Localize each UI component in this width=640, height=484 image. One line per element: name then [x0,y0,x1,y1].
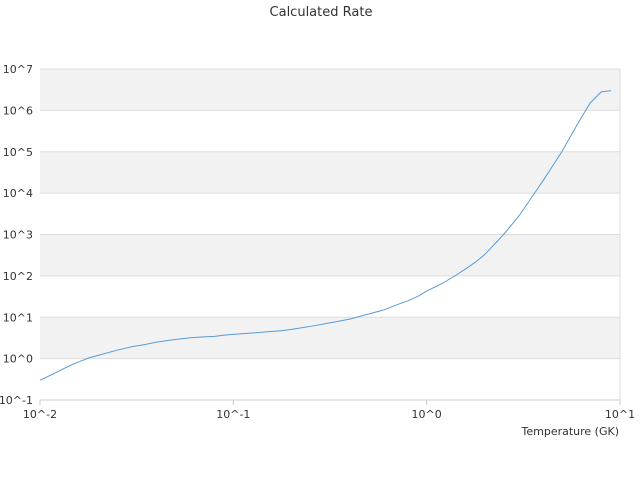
x-tick-labels: 10^-2 10^-1 10^0 10^1 [23,408,635,421]
y-tick-label: 10^6 [3,104,33,117]
y-tick-label: 10^4 [3,187,33,200]
grid-band [40,69,620,111]
y-tick-label: 10^-1 [0,394,33,407]
series-layer [39,90,612,381]
grid-band [40,234,620,276]
grid-band [40,358,620,400]
x-tick-label: 10^-2 [23,408,57,421]
y-tick-label: 10^2 [3,270,33,283]
y-tick-label: 10^3 [3,229,33,242]
x-tick-label: 10^-1 [216,408,250,421]
x-axis-title: Temperature (GK) [521,425,620,438]
grid-band [40,193,620,235]
grid-band [40,151,620,194]
grid-band [40,317,620,359]
y-tick-label: 10^0 [3,353,33,366]
y-tick-label: 10^5 [3,146,33,159]
x-tick-label: 10^0 [412,408,442,421]
y-tick-labels: 10^-1 10^0 10^1 10^2 10^3 10^4 10^5 10^6 10^7 [0,63,33,407]
y-tick-label: 10^7 [3,63,33,76]
x-tick-label: 10^1 [605,408,635,421]
grid-band [40,110,620,152]
grid-band [40,275,620,318]
grid-bands [40,69,620,400]
chart-title: Calculated Rate [270,5,373,20]
rate-series-line [39,90,612,381]
y-tick-label: 10^1 [3,311,33,324]
axes [39,69,621,405]
